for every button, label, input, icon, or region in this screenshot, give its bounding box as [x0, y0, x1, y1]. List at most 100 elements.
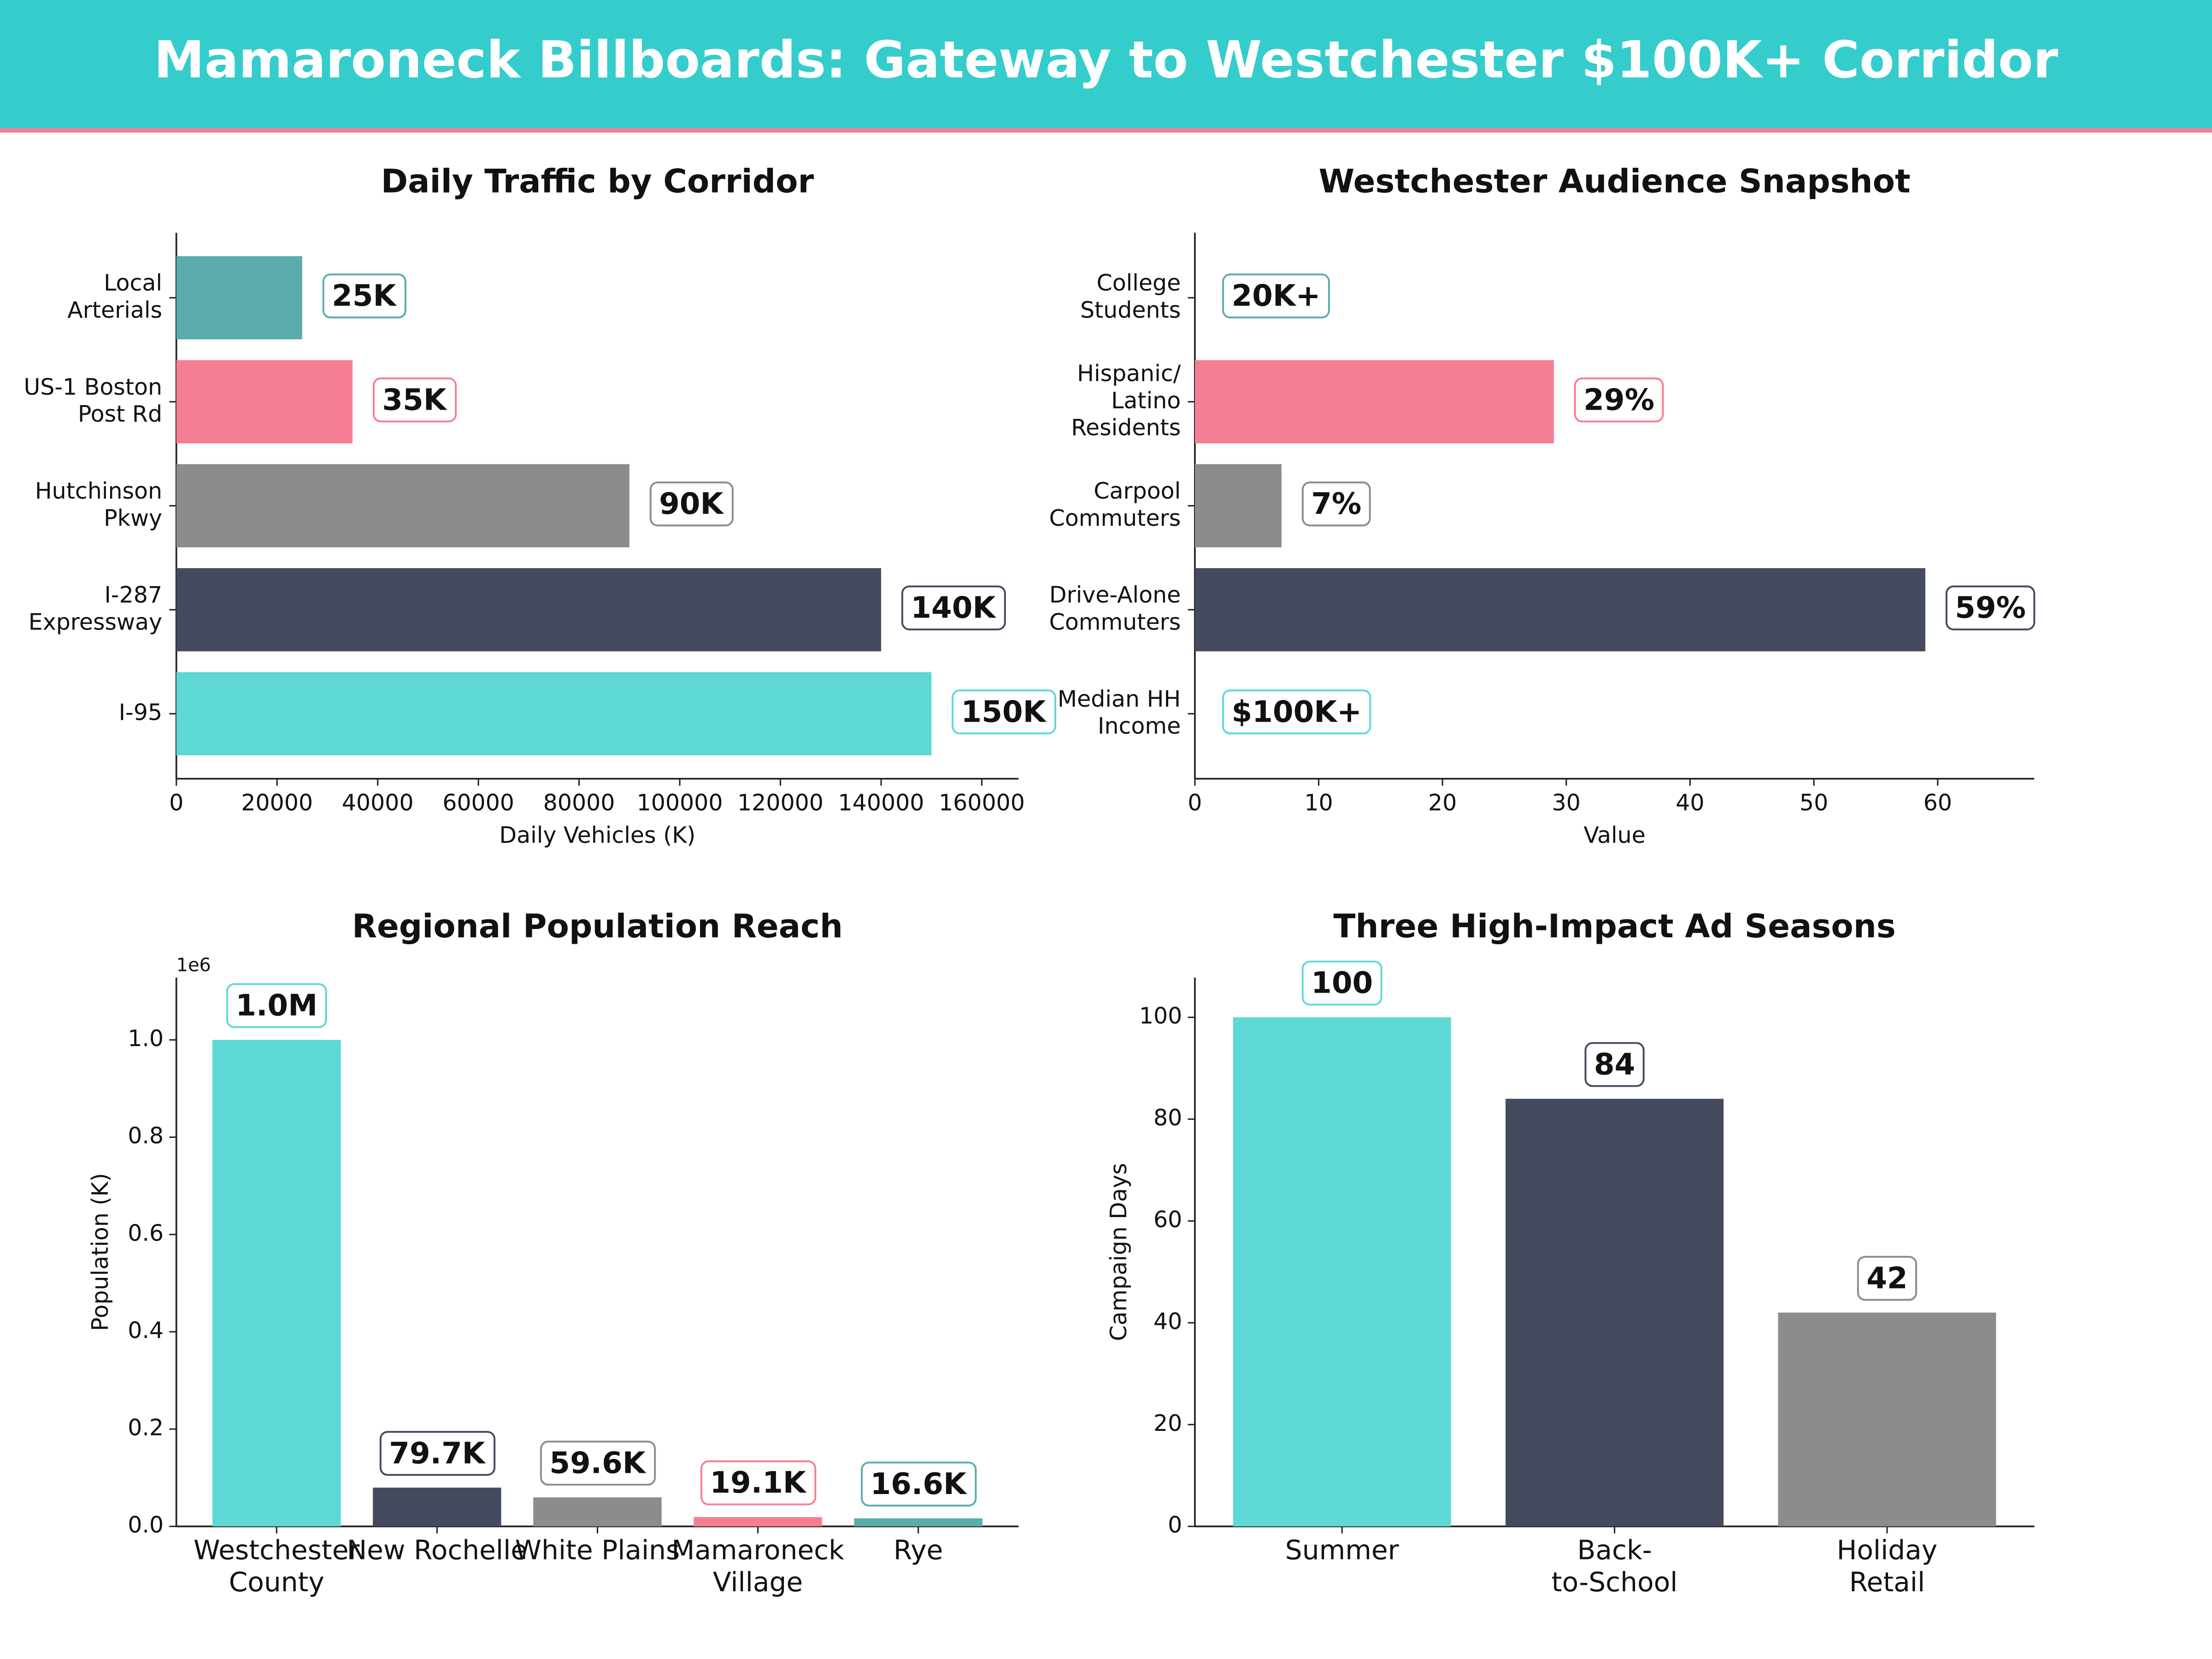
- x-tick-label: White Plains: [515, 1534, 680, 1565]
- y-axis-label: Campaign Days: [1106, 1163, 1132, 1341]
- value-label-text: 90K: [659, 487, 724, 521]
- chart-title: Regional Population Reach: [352, 907, 843, 945]
- value-label: 79.7K: [379, 1431, 496, 1476]
- y-tick-label: Drive-Alone Commuters: [1049, 582, 1181, 635]
- value-label: 25K: [322, 273, 406, 318]
- value-label: 20K+: [1222, 273, 1330, 318]
- value-label-text: 29%: [1583, 382, 1654, 417]
- y-tick-label: 40: [1153, 1308, 1182, 1335]
- value-label-text: 20K+: [1231, 279, 1320, 313]
- value-label-text: 100: [1311, 966, 1373, 1000]
- value-label-text: 42: [1866, 1261, 1907, 1295]
- x-tick-label: 140000: [838, 789, 924, 816]
- value-label: 1.0M: [226, 983, 327, 1028]
- chart-title: Daily Traffic by Corridor: [381, 162, 814, 200]
- x-tick-label: 20: [1428, 789, 1457, 816]
- value-label: 140K: [901, 585, 1006, 630]
- x-axis-label: Daily Vehicles (K): [499, 822, 695, 848]
- y-axis-label: Population (K): [87, 1173, 113, 1331]
- value-label-box: [379, 1431, 496, 1476]
- bar: [176, 464, 629, 547]
- x-tick-label: 60: [1924, 789, 1952, 816]
- value-label-text: 140K: [911, 591, 996, 625]
- header-rule: [0, 128, 2212, 133]
- value-label-box: [1584, 1042, 1645, 1087]
- axis-offset-label: 1e6: [176, 954, 211, 976]
- value-label: 42: [1857, 1256, 1918, 1301]
- value-label-box: [226, 983, 327, 1028]
- value-label-text: 16.6K: [870, 1467, 967, 1501]
- y-tick-label: 20: [1153, 1410, 1182, 1436]
- bar: [854, 1518, 982, 1527]
- value-label: 16.6K: [861, 1461, 977, 1507]
- value-label-box: [1222, 273, 1330, 318]
- y-tick-label: 80: [1153, 1105, 1182, 1131]
- value-label-text: 59.6K: [549, 1446, 647, 1480]
- y-tick-label: Local Arterials: [67, 270, 162, 323]
- chart-title: Westchester Audience Snapshot: [1318, 162, 1910, 200]
- x-tick-label: 80000: [543, 789, 615, 816]
- value-label: 29%: [1574, 377, 1664, 423]
- y-tick-label: 0.8: [128, 1123, 164, 1149]
- x-tick-label: Back-to-School: [1552, 1534, 1678, 1598]
- value-label-text: 19.1K: [710, 1465, 807, 1500]
- x-tick-label: 40: [1676, 789, 1704, 816]
- bar: [1506, 1099, 1724, 1527]
- value-label-text: 25K: [332, 279, 397, 313]
- x-tick-label: 30: [1552, 789, 1581, 816]
- value-label-box: [372, 377, 457, 423]
- x-tick-label: 10: [1304, 789, 1333, 816]
- x-tick-label: 60000: [442, 789, 514, 816]
- bar: [1194, 360, 1554, 444]
- bar: [212, 1040, 341, 1527]
- value-label: 84: [1584, 1042, 1645, 1087]
- x-tick-label: 40000: [342, 789, 414, 816]
- bar: [1233, 1017, 1451, 1527]
- value-label-box: [1574, 377, 1664, 423]
- value-label: 150K: [952, 689, 1057, 735]
- y-tick-label: 0: [1168, 1512, 1182, 1538]
- value-label-box: [649, 481, 734, 527]
- value-label-box: [540, 1441, 656, 1486]
- value-label-box: [1301, 960, 1382, 1006]
- bar: [176, 360, 353, 444]
- value-label-box: [1301, 481, 1371, 527]
- value-label-text: 84: [1594, 1047, 1635, 1082]
- value-label-text: 59%: [1955, 591, 2026, 625]
- x-axis-label: Value: [1583, 822, 1645, 848]
- bar: [1194, 464, 1282, 547]
- x-tick-label: New Rochelle: [347, 1534, 527, 1565]
- value-label: 59.6K: [540, 1441, 656, 1486]
- x-tick-label: 0: [1188, 789, 1202, 816]
- value-label-box: [322, 273, 406, 318]
- x-tick-label: 20000: [241, 789, 313, 816]
- bar: [1194, 568, 1925, 652]
- header-band: [0, 0, 2212, 129]
- x-tick-label: Holiday Retail: [1837, 1534, 1938, 1598]
- value-label: 90K: [649, 481, 734, 527]
- value-label-text: 35K: [382, 382, 447, 417]
- value-label-box: [861, 1461, 977, 1507]
- chart-title: Three High-Impact Ad Seasons: [1333, 907, 1895, 945]
- y-tick-label: US-1 Boston Post Rd: [24, 374, 162, 427]
- x-tick-label: Summer: [1285, 1534, 1399, 1565]
- value-label-box: [1222, 689, 1371, 735]
- y-tick-label: 0.6: [128, 1220, 164, 1246]
- y-tick-label: 60: [1153, 1206, 1182, 1233]
- x-tick-label: 100000: [637, 789, 723, 816]
- x-tick-label: 0: [169, 789, 183, 816]
- value-label: 19.1K: [700, 1460, 817, 1506]
- value-label-box: [901, 585, 1006, 630]
- y-tick-label: 100: [1139, 1003, 1182, 1029]
- y-tick-label: 0.2: [128, 1415, 164, 1441]
- value-label-box: [1945, 585, 2036, 630]
- x-tick-label: Mamaroneck Village: [671, 1534, 844, 1598]
- y-tick-label: College Students: [1080, 270, 1181, 323]
- x-tick-label: 120000: [737, 789, 824, 816]
- value-label-text: 79.7K: [389, 1436, 486, 1471]
- bar: [176, 256, 302, 340]
- x-tick-label: 50: [1800, 789, 1828, 816]
- value-label-box: [1857, 1256, 1918, 1301]
- y-tick-label: 1.0: [128, 1025, 164, 1052]
